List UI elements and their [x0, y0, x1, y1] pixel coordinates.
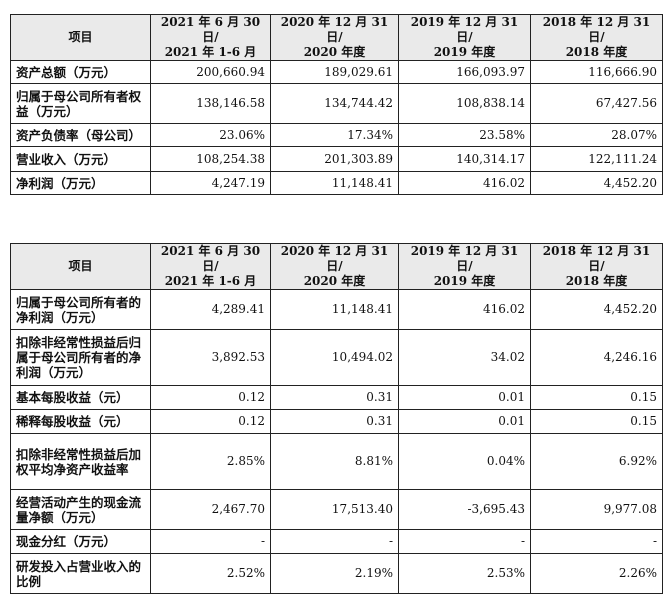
row-label-net-profit: 净利润（万元）	[10, 171, 151, 195]
cell-value: 0.01	[398, 409, 531, 434]
cell-value: 189,029.61	[270, 60, 399, 84]
cell-value: 17,513.40	[270, 489, 399, 530]
header-col-2020: 2020 年 12 月 31 日/2020 年度	[270, 243, 399, 290]
table-row: 现金分红（万元） - - - -	[10, 529, 663, 554]
cell-value: 108,838.14	[398, 83, 531, 124]
cell-value: 4,246.16	[530, 329, 663, 386]
cell-value: 2.53%	[398, 553, 531, 594]
cell-value: 0.01	[398, 385, 531, 410]
row-label-rd-ratio: 研发投入占营业收入的比例	[10, 553, 151, 594]
header-col-2021h1: 2021 年 6 月 30 日/2021 年 1-6 月	[150, 243, 271, 290]
cell-value: 17.34%	[270, 123, 399, 147]
header-col-2018: 2018 年 12 月 31 日/2018 年度	[530, 14, 663, 61]
header-col-2021h1: 2021 年 6 月 30 日/2021 年 1-6 月	[150, 14, 271, 61]
header-col-2018: 2018 年 12 月 31 日/2018 年度	[530, 243, 663, 290]
cell-value: 9,977.08	[530, 489, 663, 530]
row-label-operating-cash-flow: 经营活动产生的现金流量净额（万元）	[10, 489, 151, 530]
cell-value: 4,247.19	[150, 171, 271, 195]
row-label-parent-net-profit: 归属于母公司所有者的净利润（万元）	[10, 289, 151, 330]
cell-value: 166,093.97	[398, 60, 531, 84]
table-row: 基本每股收益（元） 0.12 0.31 0.01 0.15	[10, 385, 663, 410]
financial-summary-table-1: 项目 2021 年 6 月 30 日/2021 年 1-6 月 2020 年 1…	[10, 14, 663, 195]
cell-value: 2.26%	[530, 553, 663, 594]
financial-summary-table-2: 项目 2021 年 6 月 30 日/2021 年 1-6 月 2020 年 1…	[10, 243, 663, 594]
cell-value: -3,695.43	[398, 489, 531, 530]
cell-value: 23.06%	[150, 123, 271, 147]
cell-value: 0.31	[270, 409, 399, 434]
cell-value: 4,289.41	[150, 289, 271, 330]
table-row: 扣除非经常性损益后归属于母公司所有者的净利润（万元） 3,892.53 10,4…	[10, 329, 663, 386]
cell-value: 10,494.02	[270, 329, 399, 386]
table-row: 研发投入占营业收入的比例 2.52% 2.19% 2.53% 2.26%	[10, 553, 663, 594]
table-row: 归属于母公司所有者的净利润（万元） 4,289.41 11,148.41 416…	[10, 289, 663, 330]
header-item-label: 项目	[10, 243, 151, 290]
cell-value: 4,452.20	[530, 289, 663, 330]
header-col-2020: 2020 年 12 月 31 日/2020 年度	[270, 14, 399, 61]
row-label-diluted-eps: 稀释每股收益（元）	[10, 409, 151, 434]
cell-value: 0.31	[270, 385, 399, 410]
cell-value: -	[398, 529, 531, 554]
cell-value: 416.02	[398, 289, 531, 330]
cell-value: 6.92%	[530, 433, 663, 490]
cell-value: 4,452.20	[530, 171, 663, 195]
row-label-debt-ratio: 资产负债率（母公司）	[10, 123, 151, 147]
row-label-weighted-roe: 扣除非经常性损益后加权平均净资产收益率	[10, 433, 151, 490]
header-item-label: 项目	[10, 14, 151, 61]
cell-value: 140,314.17	[398, 146, 531, 172]
cell-value: 0.15	[530, 385, 663, 410]
row-label-basic-eps: 基本每股收益（元）	[10, 385, 151, 410]
table-header-row: 项目 2021 年 6 月 30 日/2021 年 1-6 月 2020 年 1…	[10, 14, 663, 61]
table-row: 资产总额（万元） 200,660.94 189,029.61 166,093.9…	[10, 60, 663, 84]
cell-value: -	[530, 529, 663, 554]
table-row: 稀释每股收益（元） 0.12 0.31 0.01 0.15	[10, 409, 663, 434]
cell-value: 0.12	[150, 409, 271, 434]
cell-value: 416.02	[398, 171, 531, 195]
cell-value: 201,303.89	[270, 146, 399, 172]
table-row: 净利润（万元） 4,247.19 11,148.41 416.02 4,452.…	[10, 171, 663, 195]
cell-value: 11,148.41	[270, 171, 399, 195]
table-row: 营业收入（万元） 108,254.38 201,303.89 140,314.1…	[10, 146, 663, 172]
cell-value: -	[150, 529, 271, 554]
cell-value: 138,146.58	[150, 83, 271, 124]
cell-value: 0.04%	[398, 433, 531, 490]
cell-value: 2.19%	[270, 553, 399, 594]
cell-value: 134,744.42	[270, 83, 399, 124]
row-label-total-assets: 资产总额（万元）	[10, 60, 151, 84]
cell-value: 8.81%	[270, 433, 399, 490]
cell-value: 67,427.56	[530, 83, 663, 124]
header-col-2019: 2019 年 12 月 31 日/2019 年度	[398, 243, 531, 290]
row-label-cash-dividend: 现金分红（万元）	[10, 529, 151, 554]
cell-value: 116,666.90	[530, 60, 663, 84]
row-label-adjusted-net-profit: 扣除非经常性损益后归属于母公司所有者的净利润（万元）	[10, 329, 151, 386]
table-row: 资产负债率（母公司） 23.06% 17.34% 23.58% 28.07%	[10, 123, 663, 147]
row-label-parent-equity: 归属于母公司所有者权益（万元）	[10, 83, 151, 124]
cell-value: 2,467.70	[150, 489, 271, 530]
cell-value: 122,111.24	[530, 146, 663, 172]
table-row: 归属于母公司所有者权益（万元） 138,146.58 134,744.42 10…	[10, 83, 663, 124]
cell-value: 0.15	[530, 409, 663, 434]
cell-value: 200,660.94	[150, 60, 271, 84]
cell-value: 0.12	[150, 385, 271, 410]
cell-value: 2.85%	[150, 433, 271, 490]
table-header-row: 项目 2021 年 6 月 30 日/2021 年 1-6 月 2020 年 1…	[10, 243, 663, 290]
cell-value: -	[270, 529, 399, 554]
cell-value: 28.07%	[530, 123, 663, 147]
cell-value: 23.58%	[398, 123, 531, 147]
cell-value: 3,892.53	[150, 329, 271, 386]
cell-value: 34.02	[398, 329, 531, 386]
table-row: 经营活动产生的现金流量净额（万元） 2,467.70 17,513.40 -3,…	[10, 489, 663, 530]
row-label-revenue: 营业收入（万元）	[10, 146, 151, 172]
cell-value: 11,148.41	[270, 289, 399, 330]
cell-value: 2.52%	[150, 553, 271, 594]
header-col-2019: 2019 年 12 月 31 日/2019 年度	[398, 14, 531, 61]
table-row: 扣除非经常性损益后加权平均净资产收益率 2.85% 8.81% 0.04% 6.…	[10, 433, 663, 490]
cell-value: 108,254.38	[150, 146, 271, 172]
